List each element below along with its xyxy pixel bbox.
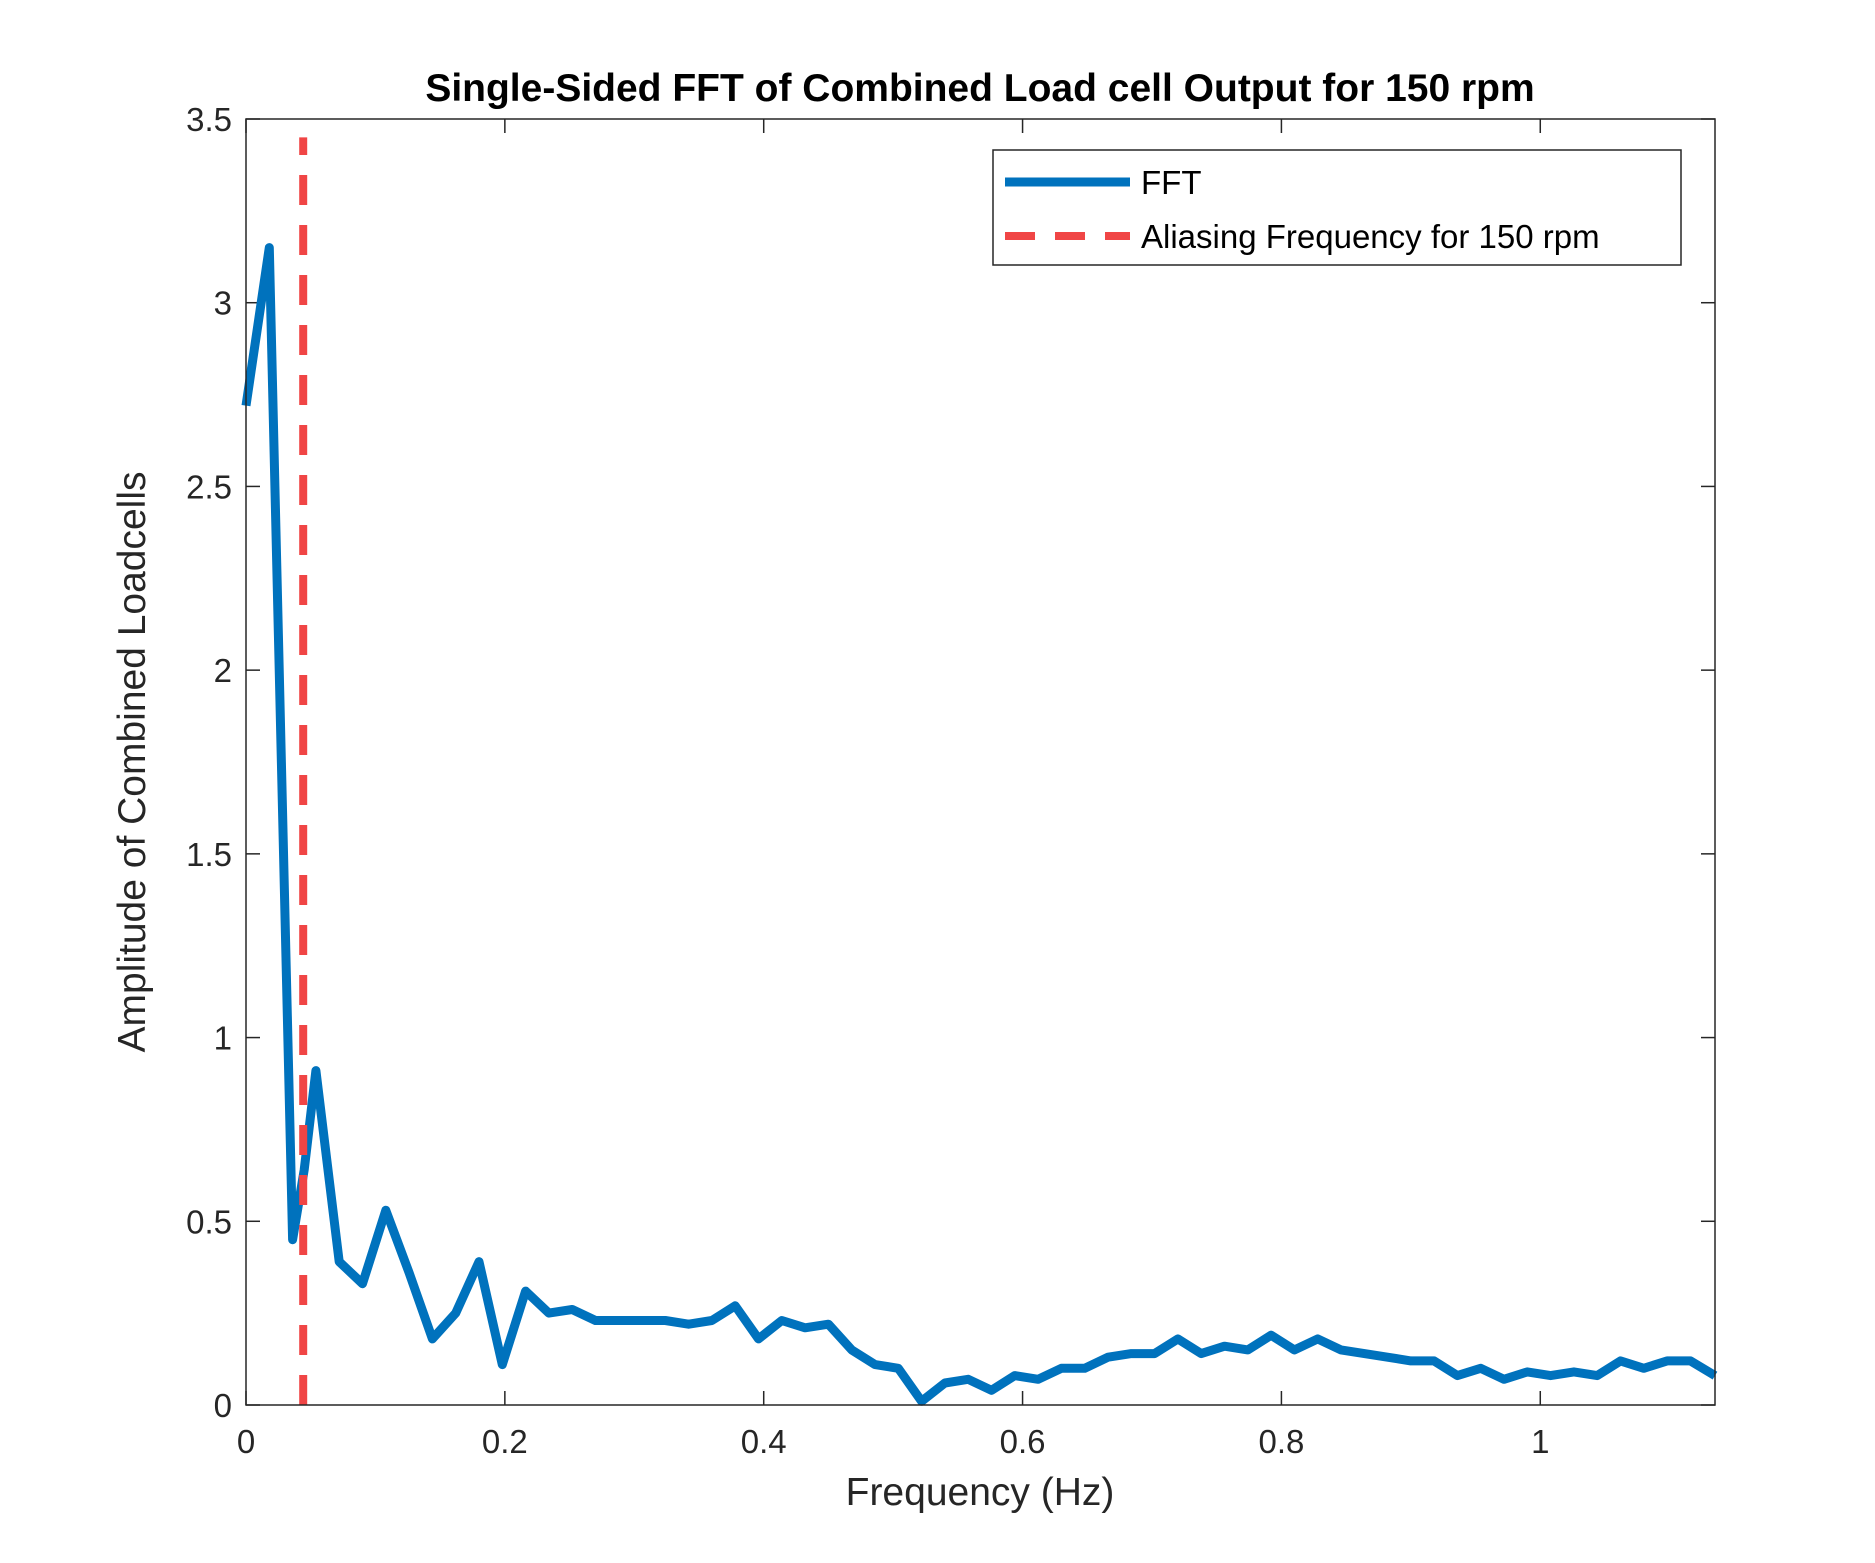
legend-box bbox=[992, 149, 1682, 266]
y-tick-label: 0.5 bbox=[186, 1203, 232, 1240]
y-tick-label: 1 bbox=[214, 1020, 232, 1057]
legend-label-aliasing-frequency: Aliasing Frequency for 150 rpm bbox=[1141, 218, 1600, 255]
x-tick-label: 0.8 bbox=[1258, 1423, 1304, 1460]
series-layer bbox=[241, 137, 1718, 1406]
plot-frame bbox=[245, 118, 1716, 1406]
y-tick-label: 3.5 bbox=[186, 101, 232, 138]
y-tick-label: 3 bbox=[214, 285, 232, 322]
y-tick-label: 1.5 bbox=[186, 836, 232, 873]
x-tick-label: 0 bbox=[237, 1423, 255, 1460]
y-tick-label: 2 bbox=[214, 652, 232, 689]
x-tick-label: 0.4 bbox=[741, 1423, 787, 1460]
legend-label-fft: FFT bbox=[1141, 164, 1201, 201]
x-tick-label: 0.2 bbox=[482, 1423, 528, 1460]
y-tick-label: 0 bbox=[214, 1387, 232, 1424]
chart-title: Single-Sided FFT of Combined Load cell O… bbox=[425, 67, 1534, 110]
x-tick-label: 1 bbox=[1531, 1423, 1549, 1460]
x-axis-ticks: 0 0.2 0.4 0.6 0.8 1 bbox=[237, 119, 1549, 1460]
y-axis-label: Amplitude of Combined Loadcells bbox=[111, 471, 154, 1052]
y-tick-label: 2.5 bbox=[186, 468, 232, 505]
legend: FFT Aliasing Frequency for 150 rpm bbox=[992, 149, 1682, 266]
y-axis-ticks: 0 0.5 1 1.5 2 2.5 3 3.5 bbox=[186, 101, 1715, 1424]
fft-series-line bbox=[241, 243, 1718, 1406]
x-axis-label: Frequency (Hz) bbox=[846, 1471, 1115, 1514]
plot-area bbox=[246, 119, 1715, 1405]
x-tick-label: 0.6 bbox=[1000, 1423, 1046, 1460]
